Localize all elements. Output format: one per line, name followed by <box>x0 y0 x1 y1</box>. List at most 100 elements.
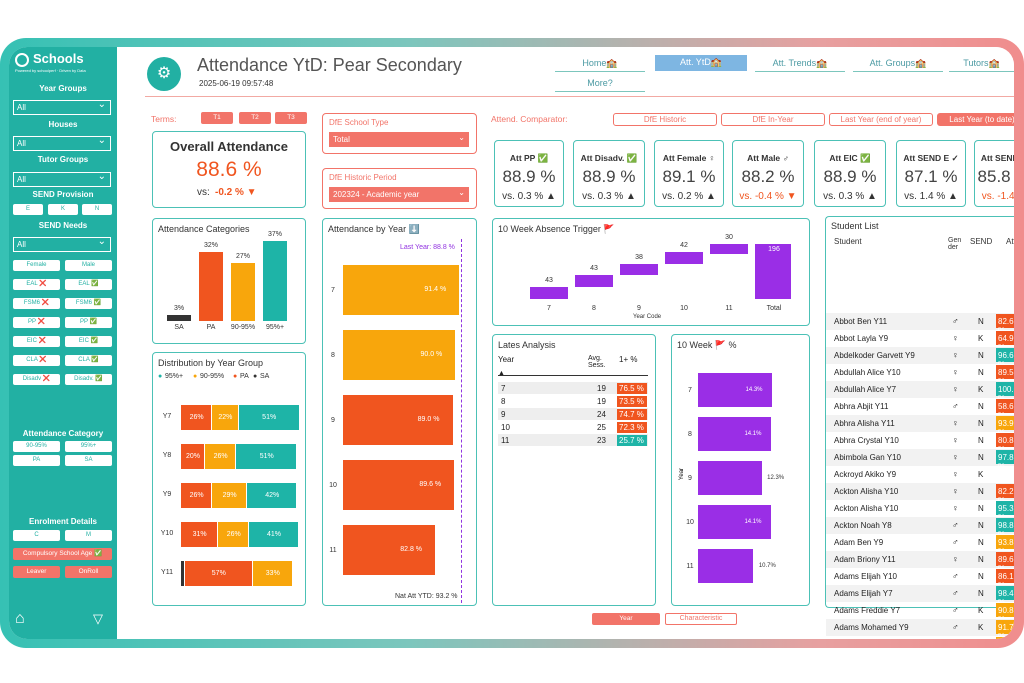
dist-segment-label: 26% <box>213 453 228 460</box>
student-row[interactable]: Adam Briony Y11 ♀ N 89.6 % <box>826 551 1014 573</box>
enrol-m-button[interactable]: M <box>65 530 112 541</box>
houses-select[interactable]: All <box>13 135 111 151</box>
lates-col-pct[interactable]: 1+ % <box>619 355 638 364</box>
lates-col-sess[interactable]: Avg. Sess. <box>588 355 606 369</box>
toggle-2-a[interactable]: FSM6 ❌ <box>13 298 60 309</box>
student-row[interactable]: Abhra Alisha Y11 ♀ N 93.9 % <box>826 415 1014 437</box>
student-row[interactable]: Abbot Ben Y11 ♂ N 82.6 % <box>826 313 1014 335</box>
toggle-0-b[interactable]: Male <box>65 260 112 271</box>
send-n-button[interactable]: N <box>82 204 112 215</box>
student-row[interactable]: Abdullah Alice Y10 ♀ N 89.5 % <box>826 364 1014 386</box>
student-row[interactable]: Abhra Crystal Y10 ♀ N 80.8 % <box>826 432 1014 454</box>
toggle-1-b[interactable]: EAL ✅ <box>65 279 112 290</box>
student-row[interactable]: Abdelkoder Garvett Y9 ♀ N 96.6 % <box>826 347 1014 369</box>
toggle-5-b[interactable]: CLA ✅ <box>65 355 112 366</box>
term-t3-button[interactable]: T3 <box>275 112 307 124</box>
student-row[interactable]: Adams Mohamed Y9 ♂ K 91.7 % <box>826 619 1014 639</box>
comparator-last-year-todate[interactable]: Last Year (to date) <box>937 113 1014 126</box>
tab-home[interactable]: Home🏫 <box>555 56 645 72</box>
lates-year: 7 <box>501 384 506 393</box>
tutor-groups-select[interactable]: All <box>13 171 111 187</box>
tab-att-trends[interactable]: Att. Trends🏫 <box>755 56 845 72</box>
toggle-6-a[interactable]: Disadv ❌ <box>13 374 60 385</box>
by-year-title: Attendance by Year ⬇️ <box>328 224 420 234</box>
col-send[interactable]: SEND <box>970 237 993 246</box>
toggle-2-b[interactable]: FSM6 ✅ <box>65 298 112 309</box>
year-groups-select[interactable]: All <box>13 99 111 115</box>
col-gender[interactable]: Gen der <box>948 237 962 251</box>
kpi-value: 85.8 % <box>977 167 1014 186</box>
student-att: 82.6 % <box>996 314 1014 335</box>
att-cat-90-95-button[interactable]: 90-95% <box>13 441 60 452</box>
sort-up-icon[interactable]: ▲ <box>498 370 505 377</box>
filter-icon[interactable]: ▽ <box>93 611 103 626</box>
toggle-0-a[interactable]: Female <box>13 260 60 271</box>
onroll-button[interactable]: OnRoll <box>65 566 112 578</box>
tenweek-value: 14.1% <box>744 519 762 525</box>
student-row[interactable]: Ackroyd Akiko Y9 ♀ K <box>826 466 1014 483</box>
tenweek-bar <box>698 549 754 583</box>
student-send: K <box>978 623 984 632</box>
toggle-4-b[interactable]: EIC ✅ <box>65 336 112 347</box>
student-row[interactable]: Adams Elijah Y7 ♂ N 98.4 % <box>826 585 1014 607</box>
send-needs-select[interactable]: All <box>13 236 111 252</box>
student-row[interactable]: Adams Freddie Y7 ♂ K 90.8 % <box>826 602 1014 624</box>
leaver-button[interactable]: Leaver <box>13 566 60 578</box>
compulsory-age-button[interactable]: Compulsory School Age ✅ <box>13 548 112 560</box>
absence-bar <box>530 286 568 299</box>
student-send: N <box>978 453 984 462</box>
lates-col-year[interactable]: Year <box>498 355 515 364</box>
absence-value: 196 <box>768 246 780 253</box>
year-toggle-button[interactable]: Year <box>592 613 660 625</box>
term-t1-button[interactable]: T1 <box>201 112 233 124</box>
home-icon[interactable]: ⌂ <box>15 610 25 627</box>
dist-segment <box>212 405 238 430</box>
col-att[interactable]: Att. <box>1006 237 1014 246</box>
toggle-1-a[interactable]: EAL ❌ <box>13 279 60 290</box>
toggle-3-b[interactable]: PP ✅ <box>65 317 112 328</box>
dist-segment-label: 22% <box>218 414 233 421</box>
tab-tutors[interactable]: Tutors🏫 <box>949 56 1014 72</box>
comparator-dfe-inyear[interactable]: DfE In-Year <box>721 113 825 126</box>
student-row[interactable]: Abimbola Gan Y10 ♀ N 97.8 % <box>826 449 1014 471</box>
comparator-dfe-historic[interactable]: DfE Historic <box>613 113 717 126</box>
student-row[interactable]: Adams Sylvie Y8♀N92.1 % <box>826 636 1014 639</box>
student-att: 90.8 % <box>996 603 1014 624</box>
characteristic-toggle-button[interactable]: Characteristic <box>665 613 737 625</box>
student-row[interactable]: Adam Ben Y9 ♂ N 93.8 % <box>826 534 1014 556</box>
student-row[interactable]: Abbot Layla Y9 ♀ K 64.9 % <box>826 330 1014 352</box>
by-year-value: 90.0 % <box>420 351 443 358</box>
send-k-button[interactable]: K <box>48 204 78 215</box>
dfe-period-select[interactable]: 202324 - Academic year ⌄ <box>329 187 469 202</box>
dfe-type-select[interactable]: Total ⌄ <box>329 132 469 147</box>
student-row[interactable]: Abdullah Alice Y7 ♀ K 100.0 % <box>826 381 1014 403</box>
student-row[interactable]: Ackton Alisha Y10 ♀ N 82.2 % <box>826 483 1014 505</box>
student-row[interactable]: Ackton Noah Y8 ♂ N 98.8 % <box>826 517 1014 539</box>
lates-year: 8 <box>501 397 506 406</box>
tab-att-ytd[interactable]: Att. YtD🏫 <box>655 55 747 71</box>
student-row[interactable]: Abhra Abjit Y11 ♂ N 58.6 % <box>826 398 1014 420</box>
col-student[interactable]: Student <box>834 237 862 246</box>
kpi-delta: vs. 0.3 % ▲ <box>582 191 636 202</box>
dist-segment-label: 29% <box>222 492 237 499</box>
tab-att-groups[interactable]: Att. Groups🏫 <box>853 56 943 72</box>
toggle-6-b[interactable]: Disadv. ✅ <box>65 374 112 385</box>
kpi-delta: vs. 0.3 % ▲ <box>502 191 556 202</box>
toggle-5-a[interactable]: CLA ❌ <box>13 355 60 366</box>
student-send: K <box>978 606 984 615</box>
att-cat-sa-button[interactable]: SA <box>65 455 112 466</box>
dist-segment <box>181 522 218 547</box>
student-row[interactable]: Ackton Alisha Y10 ♀ N 95.3 % <box>826 500 1014 522</box>
enrol-c-button[interactable]: C <box>13 530 60 541</box>
student-name: Adam Ben Y9 <box>834 538 884 547</box>
att-cat-95plus-button[interactable]: 95%+ <box>65 441 112 452</box>
att-cat-pa-button[interactable]: PA <box>13 455 60 466</box>
toggle-4-a[interactable]: EIC ❌ <box>13 336 60 347</box>
comparator-last-year-end[interactable]: Last Year (end of year) <box>829 113 933 126</box>
send-e-button[interactable]: E <box>13 204 43 215</box>
student-row[interactable]: Adams Elijah Y10 ♂ N 86.1 % <box>826 568 1014 590</box>
toggle-3-a[interactable]: PP ❌ <box>13 317 60 328</box>
tab-more[interactable]: More? <box>555 76 645 92</box>
lates-row <box>498 395 648 407</box>
term-t2-button[interactable]: T2 <box>239 112 271 124</box>
